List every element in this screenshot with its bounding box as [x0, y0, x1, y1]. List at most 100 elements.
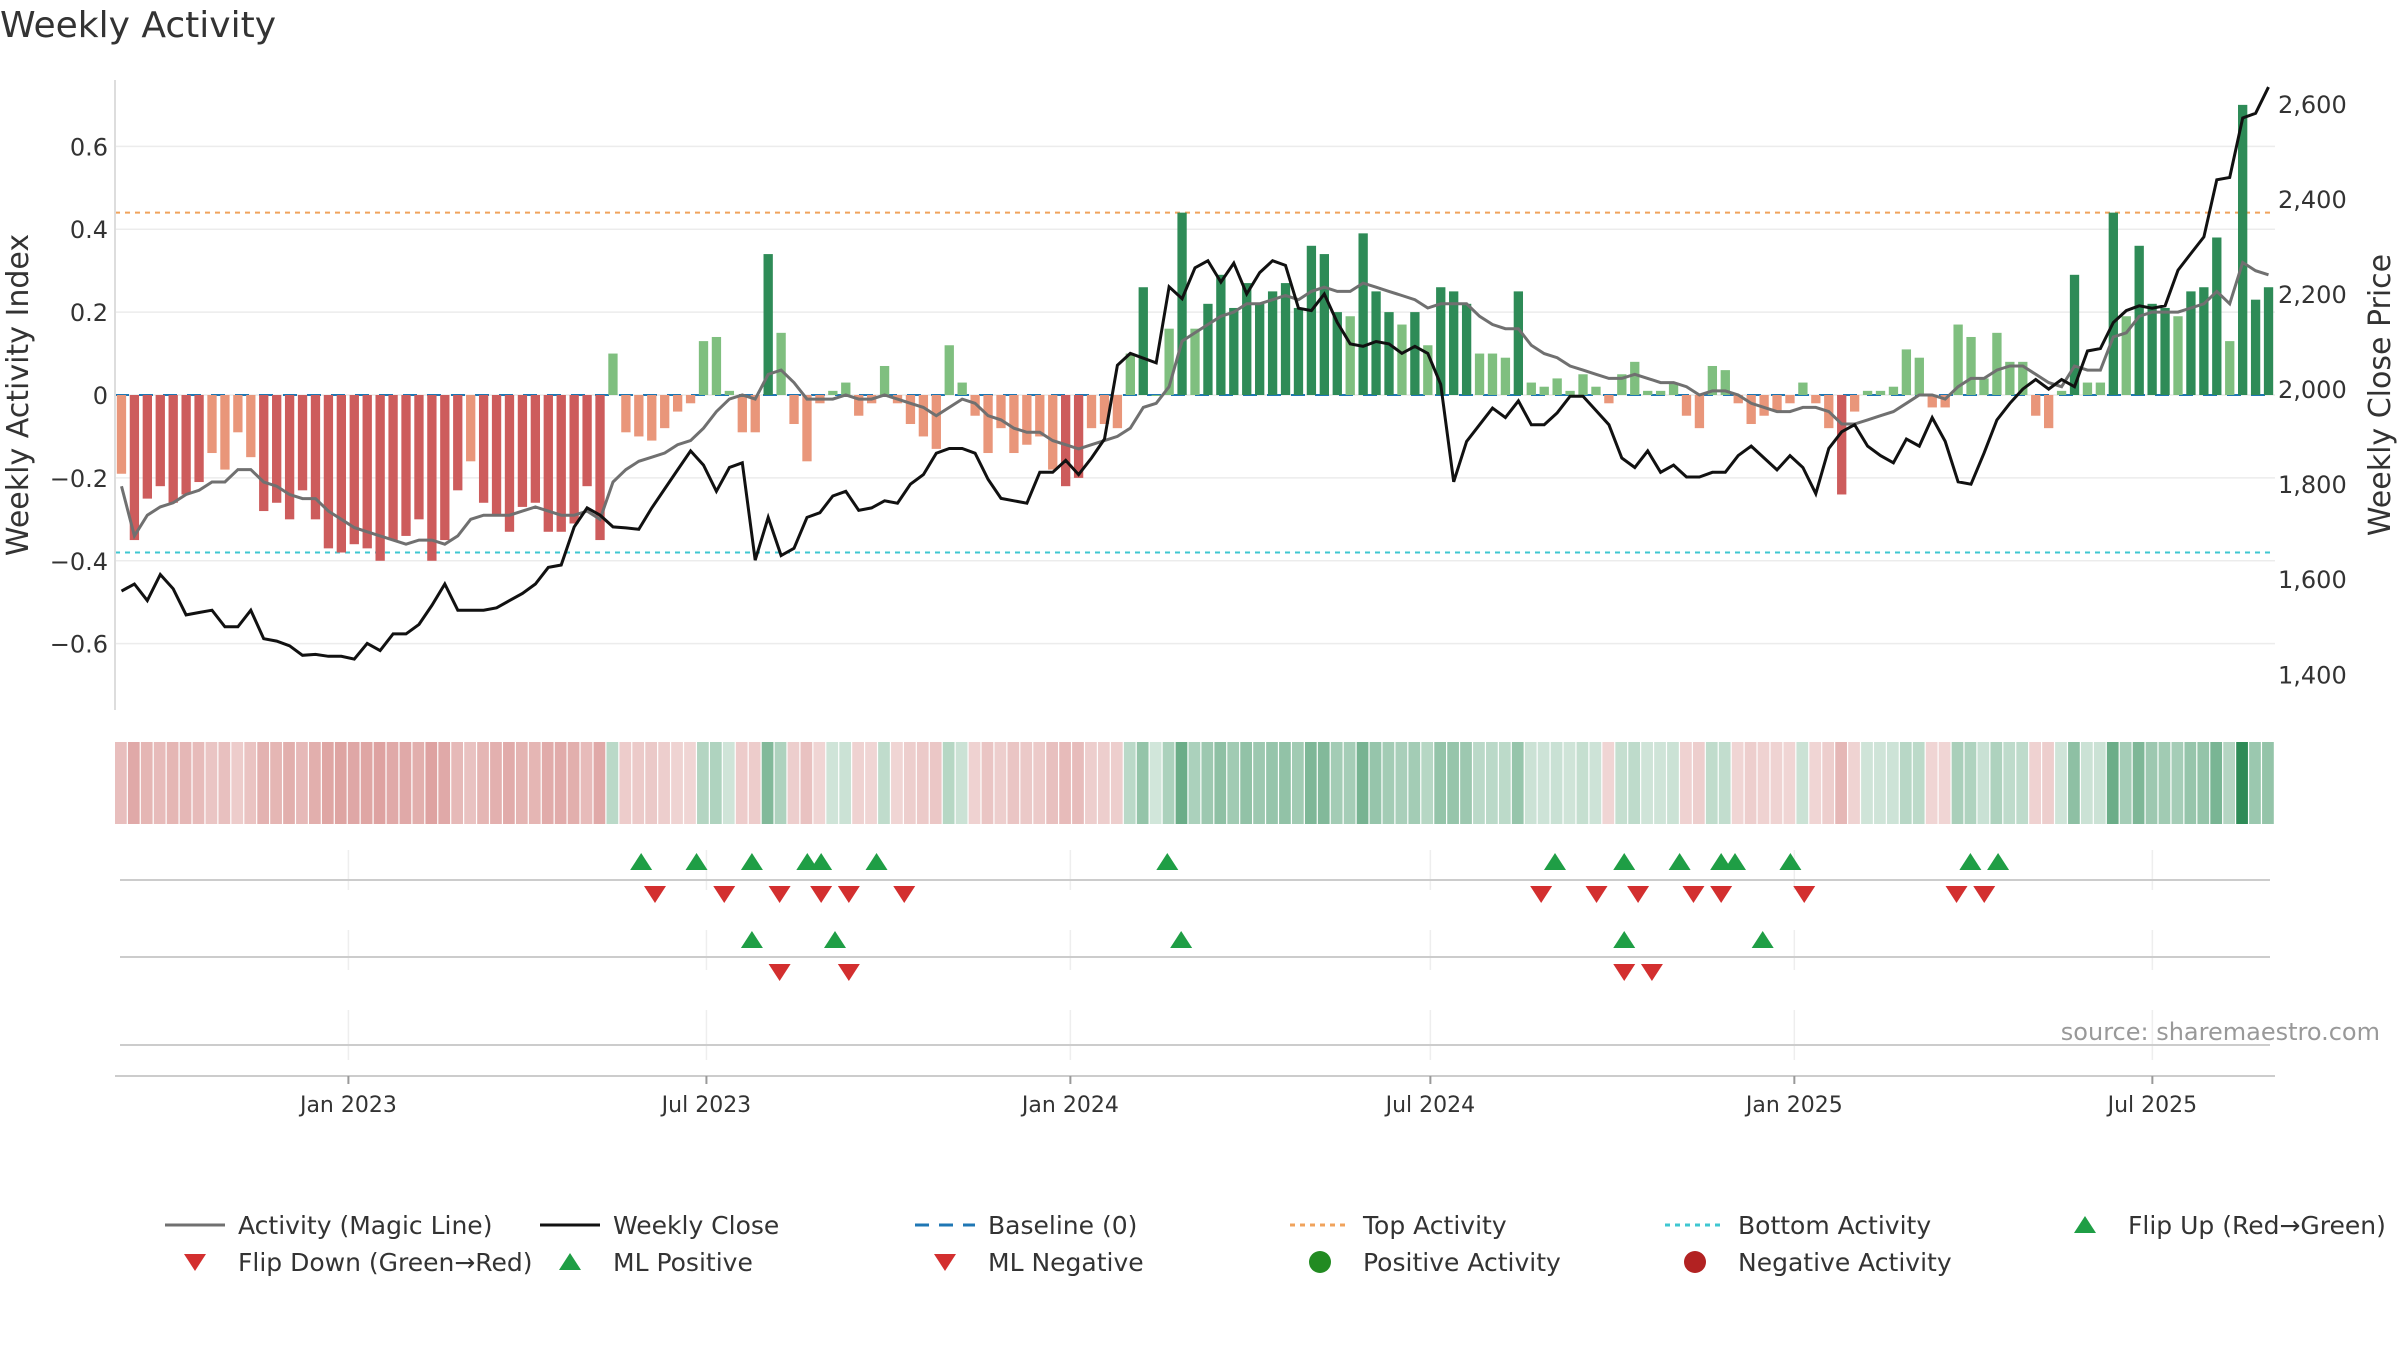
activity-bar: [1927, 395, 1937, 408]
activity-bar: [1992, 332, 2002, 395]
flip-down-marker: [893, 886, 916, 903]
heat-strip-cell: [1356, 742, 1369, 824]
flip-down-marker: [1627, 886, 1650, 903]
activity-bar: [1565, 390, 1575, 395]
heat-strip-cell: [1576, 742, 1589, 824]
heat-strip-cell: [1770, 742, 1783, 824]
heat-strip-cell: [1227, 742, 1240, 824]
heat-strip-cell: [2029, 742, 2041, 824]
heat-strip-cell: [1809, 742, 1822, 824]
heat-strip-cell: [2016, 742, 2029, 824]
activity-bar: [724, 390, 735, 395]
activity-bar: [1940, 395, 1950, 408]
heat-strip-cell: [373, 742, 386, 824]
heat-strip-cell: [1059, 742, 1071, 824]
right-tick-label: 1,400: [2278, 661, 2347, 689]
heat-strip-cell: [360, 742, 373, 824]
activity-bar: [142, 395, 152, 499]
activity-bar: [1293, 307, 1304, 395]
heat-strip-cell: [257, 742, 270, 824]
activity-bar: [1604, 395, 1614, 404]
activity-bar: [1229, 307, 1239, 395]
activity-bar: [1280, 283, 1291, 395]
heat-strip-cell: [1602, 742, 1615, 824]
left-tick-label: 0.4: [70, 216, 108, 244]
activity-bar: [1138, 287, 1148, 395]
activity-bar: [1772, 395, 1782, 412]
activity-bar: [116, 395, 127, 474]
heat-strip-cell: [412, 742, 425, 824]
heat-strip-cell: [1253, 742, 1265, 824]
activity-bar: [517, 395, 528, 507]
heat-strip-cell: [606, 742, 619, 824]
heat-strip-cell: [2055, 742, 2067, 824]
activity-bar: [504, 395, 515, 532]
activity-bar: [582, 395, 592, 487]
activity-bar: [155, 395, 165, 487]
activity-bar: [1487, 353, 1498, 395]
heat-strip-cell: [1434, 742, 1447, 824]
heat-strip-cell: [1097, 742, 1110, 824]
legend-label: Flip Up (Red→Green): [2128, 1211, 2386, 1240]
heat-strip-cell: [541, 742, 554, 824]
flip-up-marker: [865, 853, 888, 870]
legend-label: ML Positive: [613, 1248, 753, 1277]
activity-bar: [1578, 374, 1588, 395]
activity-bar: [1255, 303, 1265, 395]
activity-bar: [750, 395, 760, 433]
activity-bar: [1345, 316, 1355, 395]
heat-strip-cell: [1874, 742, 1886, 824]
activity-bar: [1384, 312, 1394, 395]
activity-bar: [1668, 382, 1679, 395]
heat-strip-cell: [1240, 742, 1253, 824]
heat-strip-cell: [567, 742, 580, 824]
heat-strip-cell: [218, 742, 231, 824]
heat-strip-cell: [1175, 742, 1188, 824]
x-tick-label: Jan 2023: [298, 1093, 397, 1118]
activity-bar: [478, 395, 489, 503]
flip-up-marker: [1544, 853, 1566, 870]
heat-strip-cell: [1524, 742, 1537, 824]
heat-strip-cell: [1033, 742, 1046, 824]
heat-strip-cell: [1317, 742, 1330, 824]
activity-bar: [1849, 395, 1860, 412]
heat-strip-cell: [1835, 742, 1847, 824]
activity-bar: [944, 345, 954, 395]
heat-strip-cell: [1343, 742, 1356, 824]
activity-bar: [1099, 395, 1110, 425]
heat-strip-cell: [1615, 742, 1628, 824]
activity-bar: [362, 395, 372, 549]
heat-strip-cell: [709, 742, 722, 824]
heat-strip-cell: [1188, 742, 1201, 824]
activity-bar: [2134, 245, 2144, 395]
heat-strip-cell: [891, 742, 903, 824]
activity-bar: [1449, 291, 1459, 395]
heat-strip-cell: [1382, 742, 1395, 824]
heat-strip-cell: [1861, 742, 1873, 824]
activity-bar: [453, 395, 463, 491]
activity-bar: [1694, 395, 1705, 429]
flip-up-marker: [630, 853, 653, 870]
activity-bar: [1862, 390, 1873, 395]
activity-bar: [711, 336, 722, 395]
heat-strip-cell: [166, 742, 179, 824]
heat-strip-cell: [981, 742, 994, 824]
activity-bar: [1177, 212, 1187, 395]
activity-bar: [763, 254, 773, 395]
heat-strip-cell: [761, 742, 774, 824]
legend-item: Baseline (0): [915, 1211, 1137, 1240]
flip-down-marker: [1682, 886, 1705, 903]
ml-negative-marker: [1640, 964, 1663, 981]
activity-bar: [1242, 283, 1252, 395]
activity-bar: [1009, 395, 1019, 454]
activity-bar: [1423, 345, 1433, 395]
heat-strip-cell: [813, 742, 826, 824]
activity-bar: [297, 395, 308, 491]
left-tick-label: −0.4: [50, 548, 108, 576]
activity-bar: [1539, 386, 1549, 395]
heat-strip-cell: [1628, 742, 1641, 824]
activity-bar: [1164, 328, 1174, 395]
legend-label: Flip Down (Green→Red): [238, 1248, 533, 1277]
left-tick-label: −0.6: [50, 631, 108, 659]
activity-bar: [2238, 104, 2248, 396]
